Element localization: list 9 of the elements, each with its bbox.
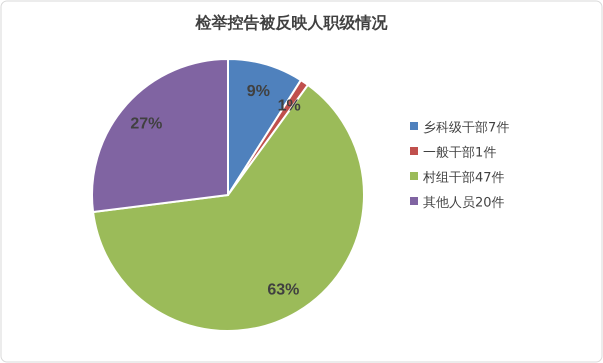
chart-title: 检举控告被反映人职级情况 — [194, 13, 388, 32]
legend-label: 一般干部1件 — [423, 146, 496, 161]
legend-label: 乡科级干部7件 — [423, 120, 510, 136]
data-label: 1% — [278, 98, 301, 115]
legend-label: 其他人员20件 — [423, 196, 505, 211]
data-label: 63% — [267, 281, 300, 298]
data-label: 9% — [246, 83, 270, 100]
legend-label: 村组干部47件 — [422, 170, 505, 186]
data-label: 27% — [130, 116, 162, 133]
